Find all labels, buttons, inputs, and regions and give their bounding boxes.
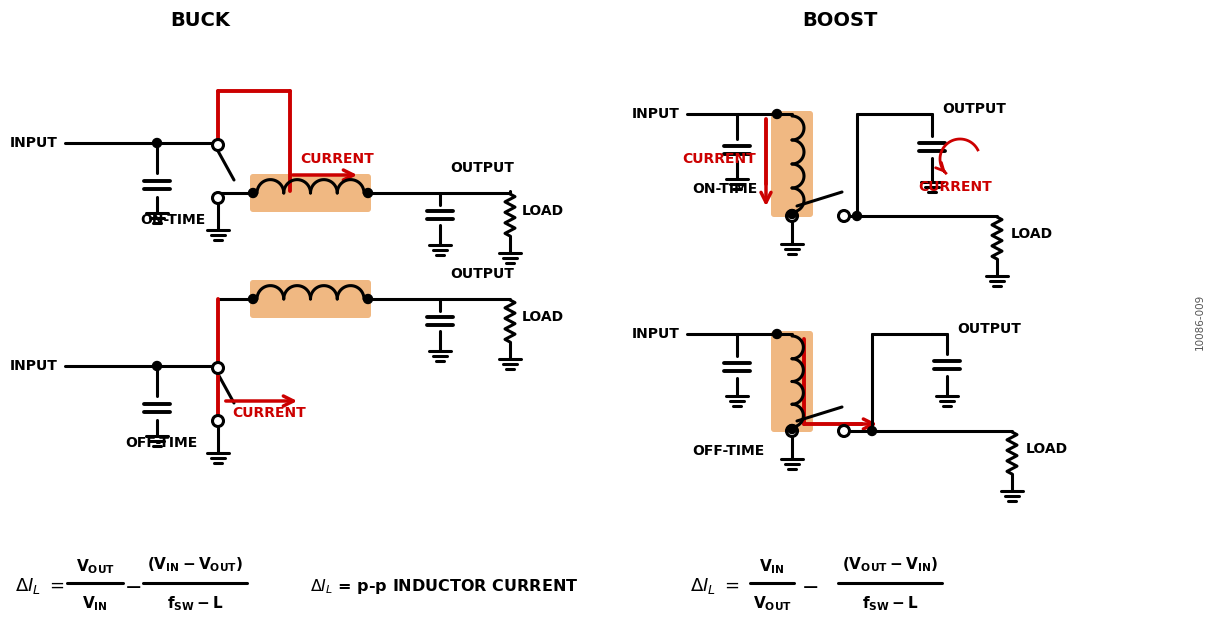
Text: $\Delta I_L$ = p-p INDUCTOR CURRENT: $\Delta I_L$ = p-p INDUCTOR CURRENT (310, 576, 579, 596)
Text: 10086-009: 10086-009 (1195, 294, 1205, 350)
Text: ON-TIME: ON-TIME (140, 213, 205, 227)
Text: $-$: $-$ (802, 576, 819, 596)
Circle shape (248, 294, 258, 303)
FancyBboxPatch shape (249, 174, 371, 212)
Circle shape (838, 426, 849, 437)
Text: $\mathbf{f_{SW} - L}$: $\mathbf{f_{SW} - L}$ (862, 594, 918, 612)
Text: OUTPUT: OUTPUT (957, 322, 1021, 336)
Text: INPUT: INPUT (632, 107, 679, 121)
Text: $\Delta I_L\ =$: $\Delta I_L\ =$ (15, 576, 64, 596)
Text: INPUT: INPUT (632, 327, 679, 341)
Text: $\mathbf{(V_{IN} - V_{OUT})}$: $\mathbf{(V_{IN} - V_{OUT})}$ (147, 555, 243, 574)
Text: INPUT: INPUT (10, 359, 58, 373)
Circle shape (773, 330, 781, 339)
Text: OUTPUT: OUTPUT (942, 102, 1006, 116)
Text: INPUT: INPUT (10, 136, 58, 150)
Circle shape (153, 361, 161, 370)
Text: CURRENT: CURRENT (682, 152, 756, 166)
Text: $\mathbf{V_{IN}}$: $\mathbf{V_{IN}}$ (759, 557, 785, 576)
Text: $-$: $-$ (125, 576, 142, 596)
Circle shape (853, 211, 861, 220)
FancyBboxPatch shape (771, 111, 813, 217)
FancyBboxPatch shape (249, 280, 371, 318)
Text: $\Delta I_L\ =$: $\Delta I_L\ =$ (690, 576, 740, 596)
Circle shape (363, 294, 373, 303)
Text: BOOST: BOOST (803, 10, 878, 30)
Text: $\mathbf{V_{OUT}}$: $\mathbf{V_{OUT}}$ (752, 594, 792, 612)
Circle shape (786, 426, 798, 437)
Circle shape (363, 189, 373, 198)
Text: CURRENT: CURRENT (233, 406, 305, 420)
Text: BUCK: BUCK (170, 10, 230, 30)
Circle shape (786, 211, 798, 222)
Circle shape (867, 426, 877, 435)
Text: $\mathbf{f_{SW} - L}$: $\mathbf{f_{SW} - L}$ (167, 594, 223, 612)
Circle shape (248, 189, 258, 198)
Circle shape (838, 211, 849, 222)
Text: LOAD: LOAD (522, 310, 564, 324)
Circle shape (787, 209, 797, 218)
Text: LOAD: LOAD (522, 204, 564, 218)
Text: $\mathbf{V_{OUT}}$: $\mathbf{V_{OUT}}$ (75, 557, 115, 576)
Text: $\mathbf{V_{IN}}$: $\mathbf{V_{IN}}$ (82, 594, 108, 612)
Text: ON-TIME: ON-TIME (691, 182, 757, 196)
Text: LOAD: LOAD (1011, 227, 1054, 241)
Text: OUTPUT: OUTPUT (450, 161, 513, 175)
Circle shape (153, 138, 161, 147)
Circle shape (212, 415, 224, 426)
Text: CURRENT: CURRENT (918, 180, 992, 194)
FancyBboxPatch shape (771, 331, 813, 432)
Circle shape (787, 424, 797, 433)
Text: LOAD: LOAD (1026, 442, 1068, 456)
Text: $\mathbf{(V_{OUT} - V_{IN})}$: $\mathbf{(V_{OUT} - V_{IN})}$ (842, 555, 939, 574)
Circle shape (212, 363, 224, 374)
Circle shape (212, 193, 224, 204)
Text: OUTPUT: OUTPUT (450, 267, 513, 281)
Circle shape (212, 140, 224, 151)
Text: OFF-TIME: OFF-TIME (125, 436, 197, 450)
Text: OFF-TIME: OFF-TIME (691, 444, 764, 458)
Circle shape (773, 109, 781, 118)
Text: CURRENT: CURRENT (300, 152, 374, 166)
